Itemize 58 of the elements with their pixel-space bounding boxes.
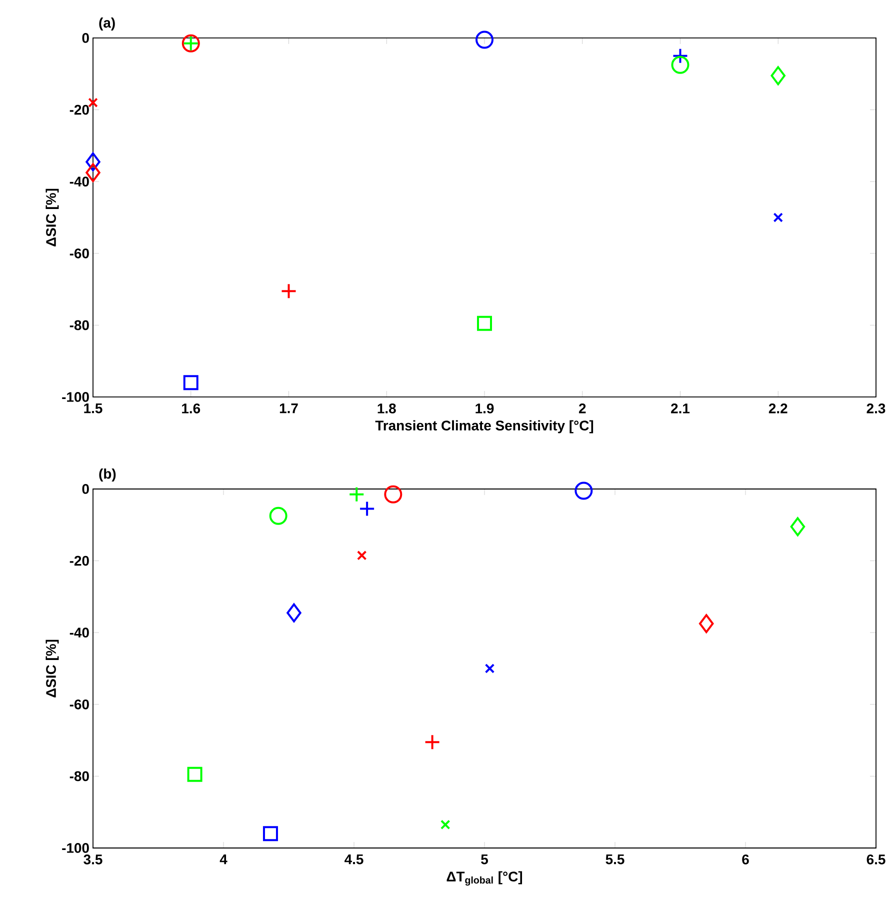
point (672, 48, 688, 64)
y-tick-label: -60 (70, 699, 89, 710)
y-axis-title: ΔSIC [%] (46, 640, 59, 698)
point (574, 482, 593, 500)
x-tick-label: 5 (481, 854, 488, 864)
point (698, 614, 714, 634)
point (187, 766, 202, 782)
y-tick-label: -80 (70, 771, 89, 782)
x-tick-label: 5.5 (606, 854, 624, 864)
y-tick-label: 0 (82, 33, 89, 43)
y-tick-label: -40 (70, 176, 89, 187)
point (262, 826, 278, 842)
point (773, 212, 784, 222)
y-tick-label: -40 (70, 628, 89, 638)
point (280, 283, 297, 300)
point (770, 66, 786, 86)
y-tick-label: -100 (62, 392, 89, 402)
x-tick-label: 6 (742, 854, 749, 864)
chart-title: (b) (99, 468, 116, 482)
x-tick-label: 3.5 (84, 854, 102, 864)
point (286, 603, 302, 622)
x-tick-label: 6.5 (866, 854, 886, 864)
x-tick-label: 1.9 (476, 403, 494, 414)
point (269, 506, 288, 525)
point (359, 500, 376, 517)
x-tick-label: 4.5 (344, 854, 364, 864)
y-tick-label: -100 (62, 843, 89, 853)
point (484, 664, 495, 674)
y-tick-label: -20 (70, 104, 89, 115)
x-tick-label: 1.5 (84, 404, 102, 414)
point (86, 152, 100, 172)
y-tick-label: -80 (70, 320, 89, 330)
x-tick-label: 2.3 (866, 403, 886, 414)
point (424, 734, 440, 750)
point (790, 517, 806, 536)
point (348, 486, 365, 502)
point (88, 98, 98, 108)
point (476, 316, 492, 331)
chart-title: (a) (99, 17, 115, 30)
x-tick-label: 1.8 (378, 403, 396, 414)
point (671, 56, 690, 74)
x-tick-label: 1.7 (280, 404, 298, 414)
x-axis-title: ΔT$_{global}$ [°C] (446, 871, 522, 886)
x-tick-label: 2 (578, 403, 586, 414)
point (384, 485, 402, 504)
point (475, 30, 494, 49)
x-axis-title: Transient Climate Sensitivity [°C] (375, 420, 594, 434)
y-tick-label: -60 (70, 248, 89, 258)
x-tick-label: 1.6 (182, 403, 200, 414)
y-tick-label: -20 (70, 556, 89, 566)
y-tick-label: 0 (82, 484, 89, 494)
x-tick-label: 2.1 (671, 403, 690, 414)
point (356, 550, 367, 560)
x-tick-label: 4 (220, 854, 228, 864)
x-tick-label: 2.2 (768, 403, 788, 414)
y-axis-title: ΔSIC [%] (46, 188, 59, 246)
point (183, 375, 198, 390)
point (440, 820, 450, 830)
